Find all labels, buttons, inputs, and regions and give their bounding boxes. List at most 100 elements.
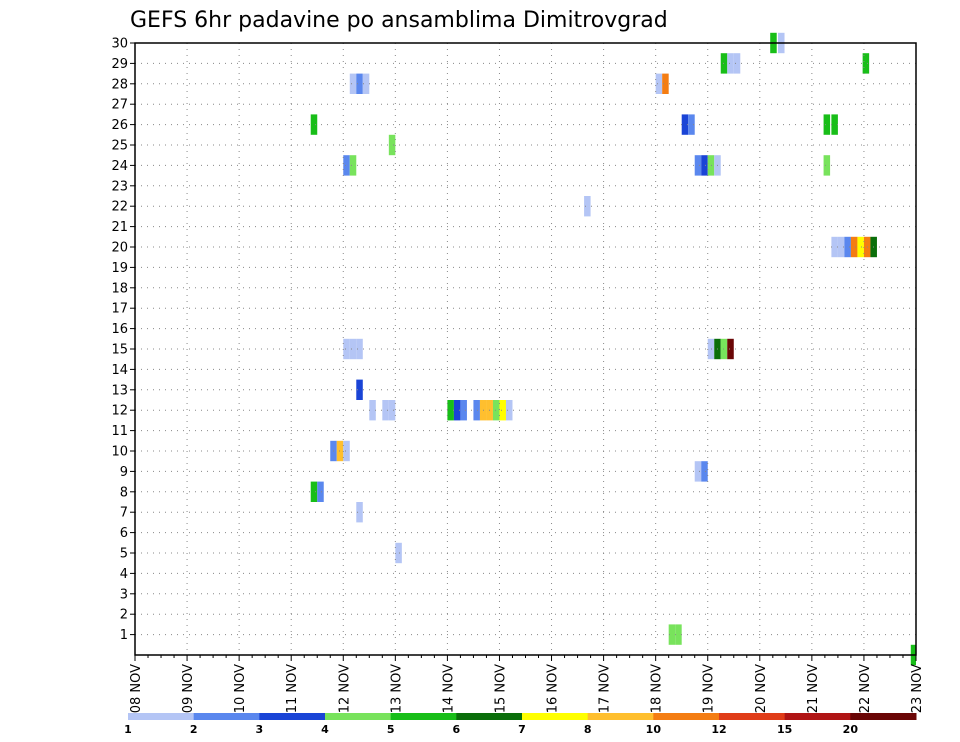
y-tick-label: 28 [111,77,128,92]
ensemble-cell [356,338,363,360]
x-tick-label: 20 NOV [754,664,769,713]
x-tick-label: 18 NOV [650,664,665,713]
legend-label: 7 [518,723,526,736]
x-tick-label: 09 NOV [181,664,196,713]
ensemble-cell [707,338,715,360]
ensemble-cell [343,440,350,462]
x-tick-label: 13 NOV [389,664,404,713]
y-tick-label: 12 [111,404,128,419]
y-tick-label: 17 [111,302,128,317]
ensemble-cell [388,400,396,421]
ensemble-cell [492,400,500,421]
legend-label: 15 [777,723,792,736]
ensemble-cell [720,338,728,360]
y-tick-label: 15 [111,343,128,358]
ensemble-cell [662,73,669,94]
x-tick-label: 17 NOV [598,664,613,713]
x-tick-label: 11 NOV [285,664,300,713]
legend-swatch [259,713,326,720]
ensemble-cell [388,134,396,156]
x-tick-label: 12 NOV [337,664,352,713]
legend-label: 2 [190,723,198,736]
y-tick-label: 30 [111,37,128,52]
y-tick-label: 11 [111,424,128,439]
ensemble-cell [349,338,357,360]
y-tick-label: 13 [111,383,128,398]
y-tick-label: 6 [120,526,128,541]
legend-label: 12 [711,723,726,736]
x-tick-label: 19 NOV [702,664,717,713]
ensemble-cell [369,400,376,421]
y-tick-label: 3 [120,587,128,602]
x-tick-label: 15 NOV [493,664,508,713]
y-tick-label: 16 [111,322,128,337]
ensemble-cell [395,542,402,564]
y-tick-label: 27 [111,98,128,113]
y-tick-label: 9 [120,465,128,480]
ensemble-cell [349,73,357,94]
legend-swatch [325,713,392,720]
legend-label: 10 [646,723,662,736]
x-tick-label: 16 NOV [546,664,561,713]
ensemble-cell [727,53,734,74]
ensemble-cell [844,236,851,258]
ensemble-cell [823,114,831,135]
ensemble-cell [460,400,467,421]
y-tick-label: 24 [111,159,128,174]
y-tick-label: 25 [111,139,128,154]
ensemble-cell [473,400,480,421]
x-tick-label: 08 NOV [129,664,144,713]
legend-label: 5 [387,723,395,736]
ensemble-cell [668,624,676,645]
x-tick-label: 14 NOV [441,664,456,713]
ensemble-cell [727,338,734,360]
y-tick-label: 4 [120,567,128,582]
y-tick-label: 10 [111,445,128,460]
ensemble-cell [336,440,344,462]
legend-label: 6 [453,723,461,736]
y-tick-label: 1 [120,628,128,643]
ensemble-cell [694,155,702,176]
ensemble-cell [694,461,702,482]
ensemble-cell [362,73,370,94]
ensemble-cell [499,400,506,421]
legend-swatch [128,713,195,720]
legend-swatch [850,713,917,720]
y-tick-label: 18 [111,281,128,296]
ensemble-cell [382,400,389,421]
ensemble-cell [707,155,715,176]
grid [134,42,917,655]
ensemble-cell [453,400,461,421]
y-tick-label: 14 [111,363,128,378]
ensemble-cell [831,236,838,258]
legend-label: 20 [843,723,859,736]
ensemble-cell [584,196,591,217]
x-tick-label: 10 NOV [233,664,248,713]
legend-swatch [390,713,457,720]
y-tick-label: 19 [111,261,128,276]
ensemble-cell [356,379,363,400]
ensemble-cell [343,338,350,360]
y-axis: 1234567891011121314151617181920212223242… [111,37,135,643]
y-tick-label: 20 [111,241,128,256]
legend-swatch [193,713,260,720]
ensemble-cell [447,400,454,421]
ensemble-cell [681,114,689,135]
legend-label: 4 [321,723,329,736]
legend-label: 3 [256,723,264,736]
ensemble-cell [837,236,845,258]
y-tick-label: 29 [111,57,128,72]
ensemble-cell [831,114,838,135]
legend-swatch [522,713,589,720]
ensemble-cell [310,481,318,502]
ensemble-cell [675,624,682,645]
y-tick-label: 23 [111,179,128,194]
ensemble-cell [857,236,864,258]
ensemble-cell [862,53,870,74]
ensemble-cell [317,481,324,502]
ensemble-cell [356,502,363,523]
legend-swatch [719,713,786,720]
legend-swatch [784,713,851,720]
ensemble-cell [310,114,318,135]
